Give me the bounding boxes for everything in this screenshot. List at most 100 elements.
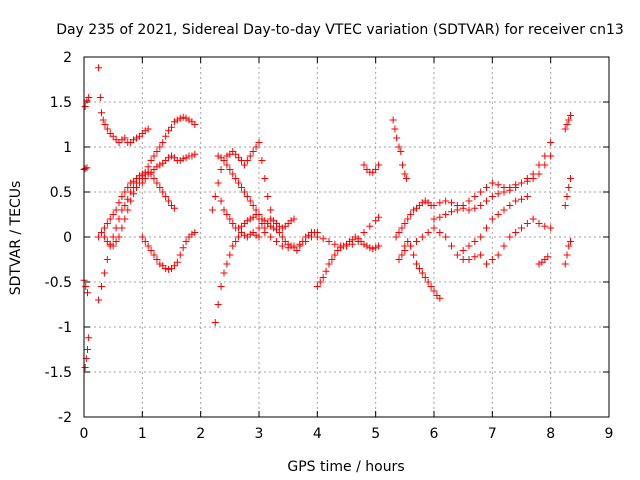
data-point xyxy=(232,238,240,245)
y-tick-label: 1 xyxy=(63,140,72,156)
data-point xyxy=(465,242,473,250)
x-tick-label: 1 xyxy=(138,426,147,442)
data-point xyxy=(453,206,461,214)
data-point xyxy=(100,224,108,232)
data-point xyxy=(477,251,485,259)
data-point xyxy=(261,175,269,182)
data-point xyxy=(118,193,126,200)
data-point xyxy=(290,242,298,250)
data-point xyxy=(211,193,219,200)
data-point xyxy=(150,175,158,182)
data-point xyxy=(483,224,490,232)
data-point xyxy=(403,175,411,182)
data-point xyxy=(165,197,173,205)
data-point xyxy=(372,217,380,225)
data-point xyxy=(223,260,231,268)
series-arc-f xyxy=(95,113,199,241)
data-point xyxy=(293,247,301,254)
data-point xyxy=(399,161,406,169)
y-tick-label: -1 xyxy=(58,320,72,336)
series-arc-v xyxy=(430,152,555,223)
data-point xyxy=(397,148,405,155)
data-point xyxy=(141,127,149,135)
data-point xyxy=(436,213,444,221)
data-point xyxy=(96,94,104,101)
data-point xyxy=(360,161,368,169)
data-point xyxy=(319,235,327,243)
data-point xyxy=(351,233,359,241)
data-point xyxy=(523,177,531,185)
y-axis-label: SDTVAR / TECUs xyxy=(8,181,24,296)
data-point xyxy=(267,206,275,214)
data-point xyxy=(98,283,105,290)
data-point xyxy=(401,220,409,227)
data-point xyxy=(430,224,438,232)
data-point xyxy=(176,157,184,164)
data-point xyxy=(118,224,126,232)
data-point xyxy=(84,289,91,297)
data-point xyxy=(255,224,263,232)
data-point xyxy=(290,215,298,223)
x-tick-label: 5 xyxy=(371,426,380,442)
data-point xyxy=(518,224,525,232)
data-point xyxy=(391,125,399,133)
data-point xyxy=(565,116,573,124)
data-point xyxy=(170,118,178,126)
data-point xyxy=(413,260,420,268)
data-point xyxy=(258,157,266,164)
data-point xyxy=(240,161,248,169)
data-point xyxy=(459,247,467,254)
data-point xyxy=(427,283,435,290)
data-point xyxy=(360,240,368,248)
x-tick-label: 4 xyxy=(313,426,322,442)
series-arc-aa xyxy=(561,238,574,268)
data-point xyxy=(229,170,237,178)
data-point xyxy=(83,164,91,172)
data-point xyxy=(127,197,135,205)
series-arc-y xyxy=(561,112,574,133)
data-point xyxy=(319,274,327,281)
data-point xyxy=(547,152,555,160)
data-point xyxy=(141,175,149,182)
data-point xyxy=(506,233,514,241)
data-point xyxy=(407,211,415,218)
data-point xyxy=(150,251,158,259)
data-point xyxy=(138,179,146,187)
data-point xyxy=(185,116,193,124)
data-point xyxy=(223,211,231,218)
data-point xyxy=(535,220,543,227)
data-point xyxy=(316,278,324,286)
data-point xyxy=(547,224,555,232)
data-point xyxy=(85,94,93,101)
data-point xyxy=(313,233,321,241)
data-point xyxy=(398,224,406,232)
data-point xyxy=(84,346,91,353)
data-point xyxy=(442,197,450,205)
x-tick-label: 8 xyxy=(546,426,555,442)
data-point xyxy=(103,220,111,227)
data-point xyxy=(226,251,234,259)
data-point xyxy=(523,220,531,227)
data-point xyxy=(211,319,219,326)
data-point xyxy=(144,242,152,250)
data-point xyxy=(109,132,117,140)
data-point xyxy=(366,244,374,252)
data-point xyxy=(159,188,167,196)
data-point xyxy=(273,238,280,245)
data-point xyxy=(561,260,569,268)
data-point xyxy=(124,206,132,214)
data-point xyxy=(544,253,552,261)
data-point xyxy=(121,188,129,196)
data-point xyxy=(115,233,123,241)
data-point xyxy=(483,260,490,268)
data-point xyxy=(465,256,473,263)
data-point xyxy=(246,197,254,205)
data-point xyxy=(322,267,330,275)
data-points xyxy=(80,64,574,371)
data-point xyxy=(483,197,490,205)
data-point xyxy=(144,125,152,133)
x-tick-label: 2 xyxy=(196,426,205,442)
series-arc-z xyxy=(561,175,574,209)
data-point xyxy=(176,251,184,259)
data-point xyxy=(208,206,216,214)
